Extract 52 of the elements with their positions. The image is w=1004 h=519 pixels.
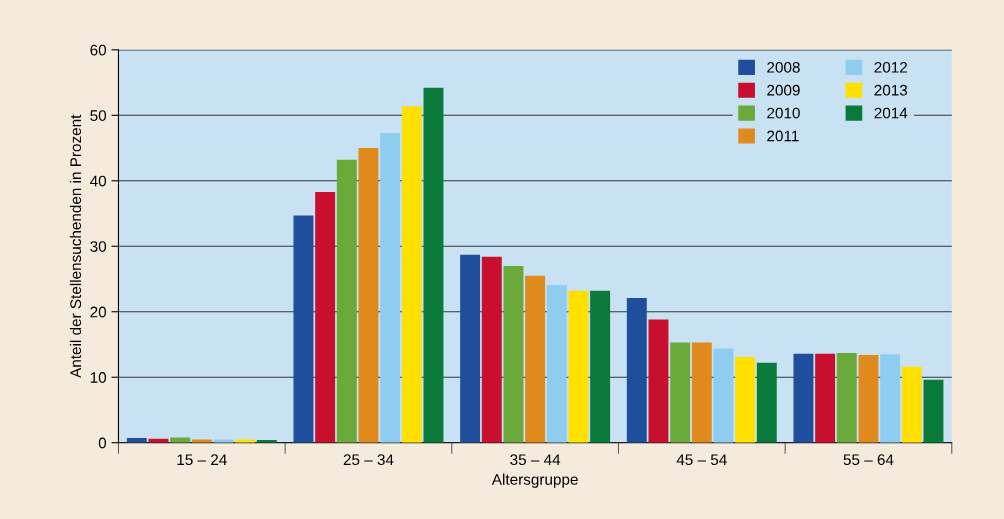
bar: [546, 284, 567, 443]
x-tick-label: 35 – 44: [510, 454, 561, 466]
bar: [568, 290, 589, 443]
bar: [670, 342, 691, 443]
x-tick-label: 55 – 64: [843, 454, 894, 466]
bar: [691, 342, 712, 443]
bar: [590, 290, 611, 443]
bar: [626, 298, 647, 443]
x-tick-label: 25 – 34: [343, 454, 394, 466]
bar: [735, 356, 756, 443]
bar: [880, 354, 901, 443]
bar: [235, 439, 256, 443]
y-tick-label: 40: [90, 175, 107, 187]
legend-label: 2009: [767, 84, 800, 96]
y-tick-label: 30: [90, 241, 107, 252]
bar: [525, 275, 546, 443]
bar: [191, 439, 212, 443]
bar: [293, 215, 314, 443]
legend-label: 2010: [767, 107, 800, 119]
bar: [648, 319, 669, 443]
bar: [815, 353, 836, 443]
bar: [401, 106, 422, 443]
legend-label: 2008: [767, 61, 800, 73]
bar: [315, 191, 336, 443]
x-tick-label: 45 – 54: [676, 454, 727, 466]
bar: [713, 348, 734, 443]
bar: [836, 353, 857, 443]
y-tick-label: 0: [98, 437, 107, 449]
legend-label: 2011: [767, 130, 799, 142]
x-axis-title: Altersgruppe: [491, 473, 578, 488]
bar: [170, 437, 191, 443]
bar: [756, 362, 777, 443]
legend-label: 2013: [874, 84, 908, 96]
bar: [793, 353, 814, 443]
bar: [481, 256, 502, 443]
bar: [380, 132, 401, 443]
y-tick-label: 20: [90, 306, 107, 318]
bar: [901, 366, 922, 443]
bar: [336, 159, 357, 443]
y-tick-label: 10: [90, 372, 107, 383]
y-tick-label: 60: [90, 44, 107, 56]
x-tick-label: 15 – 24: [177, 454, 227, 466]
y-tick-label: 50: [90, 110, 107, 121]
bar: [858, 354, 879, 443]
legend-label: 2014: [874, 107, 908, 119]
bar: [923, 379, 944, 443]
y-axis-title: Anteil der Stellensuchenden in Prozent: [69, 114, 82, 378]
bar: [503, 265, 524, 443]
bar: [460, 254, 481, 443]
bar: [423, 87, 444, 443]
bar: [358, 148, 379, 443]
legend-label: 2012: [874, 61, 907, 73]
